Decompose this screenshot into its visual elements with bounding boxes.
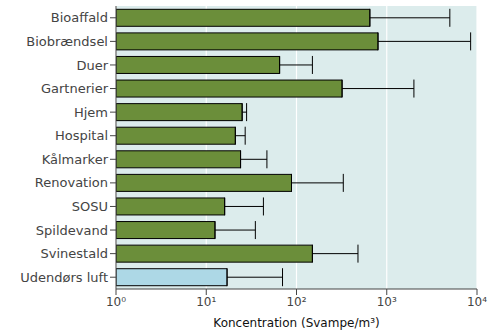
svg-text:Udendørs luft: Udendørs luft — [20, 270, 108, 285]
svg-text:Koncentration (Svampe/m³): Koncentration (Svampe/m³) — [213, 316, 379, 330]
svg-text:10⁰: 10⁰ — [106, 295, 126, 309]
svg-text:10²: 10² — [286, 295, 306, 309]
svg-text:10⁴: 10⁴ — [467, 295, 487, 309]
svg-text:10³: 10³ — [377, 295, 397, 309]
svg-text:Hjem: Hjem — [74, 105, 108, 120]
svg-text:Hospital: Hospital — [55, 128, 108, 143]
svg-text:Biobrændsel: Biobrændsel — [26, 34, 108, 49]
svg-text:Duer: Duer — [76, 58, 108, 73]
svg-text:SOSU: SOSU — [72, 199, 108, 214]
svg-text:Spildevand: Spildevand — [36, 223, 108, 238]
svg-text:Bioaffald: Bioaffald — [51, 10, 108, 25]
svg-text:Gartnerier: Gartnerier — [41, 81, 109, 96]
svg-text:Renovation: Renovation — [35, 175, 108, 190]
svg-text:Kålmarker: Kålmarker — [42, 152, 109, 167]
svg-text:10¹: 10¹ — [196, 295, 216, 309]
svg-text:Svinestald: Svinestald — [41, 246, 109, 261]
